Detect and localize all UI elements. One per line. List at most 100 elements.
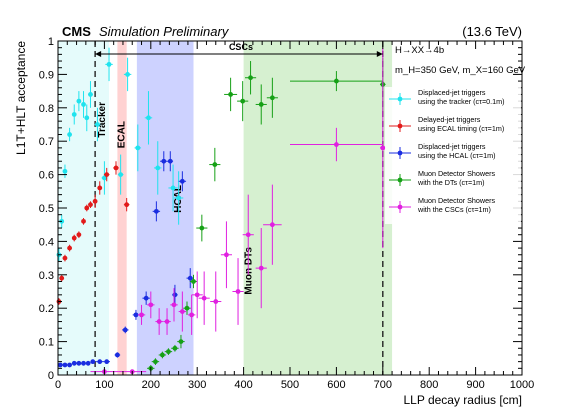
data-point bbox=[380, 145, 386, 151]
mass-label: m_H=350 GeV, m_X=160 GeV bbox=[395, 65, 526, 76]
data-point bbox=[235, 289, 241, 294]
data-point bbox=[90, 359, 96, 365]
y-tick-label: 0.2 bbox=[39, 303, 54, 315]
y-tick-label: 0.1 bbox=[39, 337, 54, 349]
y-tick-label: 1 bbox=[48, 36, 54, 48]
region-ecal bbox=[117, 41, 127, 375]
data-point bbox=[67, 362, 72, 368]
x-tick-label: 700 bbox=[374, 379, 392, 391]
legend-marker bbox=[397, 204, 403, 210]
data-point bbox=[155, 165, 161, 171]
preliminary-label: Simulation Preliminary bbox=[99, 24, 230, 39]
y-tick-label: 0.6 bbox=[39, 170, 54, 182]
legend-marker bbox=[397, 150, 403, 156]
data-point bbox=[84, 205, 90, 211]
data-point bbox=[71, 360, 77, 366]
axis-labels: LLP decay radius [cm] L1T+HLT acceptance C… bbox=[14, 24, 522, 407]
data-point bbox=[81, 102, 86, 107]
cscs-label: CSCs bbox=[229, 42, 253, 52]
data-point bbox=[122, 327, 128, 333]
data-point bbox=[102, 175, 107, 181]
data-point bbox=[106, 61, 112, 67]
data-point bbox=[194, 292, 200, 298]
data-point bbox=[139, 312, 144, 318]
legend-box bbox=[385, 87, 521, 224]
data-point bbox=[57, 362, 63, 368]
region-label: Tracker bbox=[97, 102, 108, 138]
data-point bbox=[191, 279, 196, 284]
x-tick-label: 1000 bbox=[510, 379, 534, 391]
data-point bbox=[258, 102, 264, 107]
data-point bbox=[62, 362, 68, 368]
data-point bbox=[166, 349, 171, 355]
data-point bbox=[269, 95, 275, 101]
data-point bbox=[228, 92, 234, 97]
y-tick-label: 0.5 bbox=[39, 203, 54, 215]
data-point bbox=[76, 98, 82, 104]
cscs-arrow-head-left bbox=[95, 51, 102, 57]
legend-entry: Muon Detector Showers with the CSCs (cτ=1… bbox=[417, 196, 496, 214]
legend-entry: Displaced-jet triggers using the tracker … bbox=[418, 88, 505, 106]
cms-label: CMS bbox=[62, 24, 91, 39]
legend-entry: Displaced-jet triggers using the HCAL (cτ… bbox=[418, 142, 495, 160]
data-point bbox=[67, 245, 72, 251]
x-tick-label: 400 bbox=[234, 379, 252, 391]
data-point bbox=[201, 295, 207, 301]
legend-entry: Muon Detector Showers with the DTs (cτ=1m… bbox=[417, 169, 496, 187]
axis-ticks: 0 100 200 300 400 500 600 700 800 900 1000 0 0.1 0.2 0… bbox=[39, 36, 535, 391]
data-point bbox=[76, 232, 82, 238]
legend-marker bbox=[397, 123, 403, 129]
data-point bbox=[124, 202, 130, 208]
y-axis-label: L1T+HLT acceptance bbox=[14, 41, 28, 155]
data-point bbox=[187, 275, 193, 281]
data-point bbox=[245, 232, 251, 238]
y-tick-label: 0.8 bbox=[39, 103, 54, 115]
region-label: Muon DTs bbox=[244, 247, 255, 295]
data-series bbox=[56, 47, 386, 375]
data-point bbox=[178, 339, 184, 344]
detector-regions: TrackerECALHCALMuon DTs bbox=[58, 41, 393, 375]
data-point bbox=[114, 352, 120, 358]
data-point bbox=[153, 208, 159, 214]
y-tick-label: 0.3 bbox=[39, 270, 54, 282]
data-point bbox=[133, 312, 139, 318]
data-point bbox=[176, 195, 182, 201]
legend-marker bbox=[397, 177, 403, 183]
data-point bbox=[97, 185, 103, 191]
region-hcal bbox=[136, 41, 194, 375]
region-muon-dts bbox=[243, 41, 393, 375]
data-point bbox=[258, 265, 264, 271]
data-point bbox=[71, 112, 77, 117]
energy-label: (13.6 TeV) bbox=[462, 24, 522, 39]
data-point bbox=[153, 359, 158, 365]
data-point bbox=[269, 222, 275, 228]
data-point bbox=[334, 142, 339, 147]
data-point bbox=[179, 178, 185, 184]
y-tick-label: 0.4 bbox=[39, 236, 54, 248]
data-point bbox=[171, 302, 177, 308]
data-point bbox=[167, 158, 173, 164]
x-tick-label: 100 bbox=[95, 379, 113, 391]
cscs-arrow-head-right bbox=[376, 51, 383, 57]
data-point bbox=[135, 145, 141, 151]
data-point bbox=[148, 302, 154, 308]
data-point bbox=[92, 198, 98, 204]
data-point bbox=[160, 352, 165, 358]
data-point bbox=[248, 75, 253, 81]
data-point bbox=[71, 235, 77, 241]
data-point bbox=[95, 122, 100, 127]
x-tick-label: 800 bbox=[420, 379, 438, 391]
data-point bbox=[85, 360, 91, 366]
x-tick-label: 300 bbox=[188, 379, 206, 391]
data-point bbox=[156, 319, 162, 324]
data-point bbox=[334, 78, 339, 84]
data-point bbox=[179, 309, 185, 314]
data-point bbox=[81, 360, 86, 366]
data-point bbox=[224, 252, 229, 258]
legend-entry: Delayed-jet triggers using ECAL timing (c… bbox=[418, 115, 504, 133]
data-point bbox=[118, 172, 124, 178]
data-point bbox=[84, 115, 90, 121]
data-point bbox=[146, 115, 151, 121]
data-point bbox=[62, 168, 68, 174]
